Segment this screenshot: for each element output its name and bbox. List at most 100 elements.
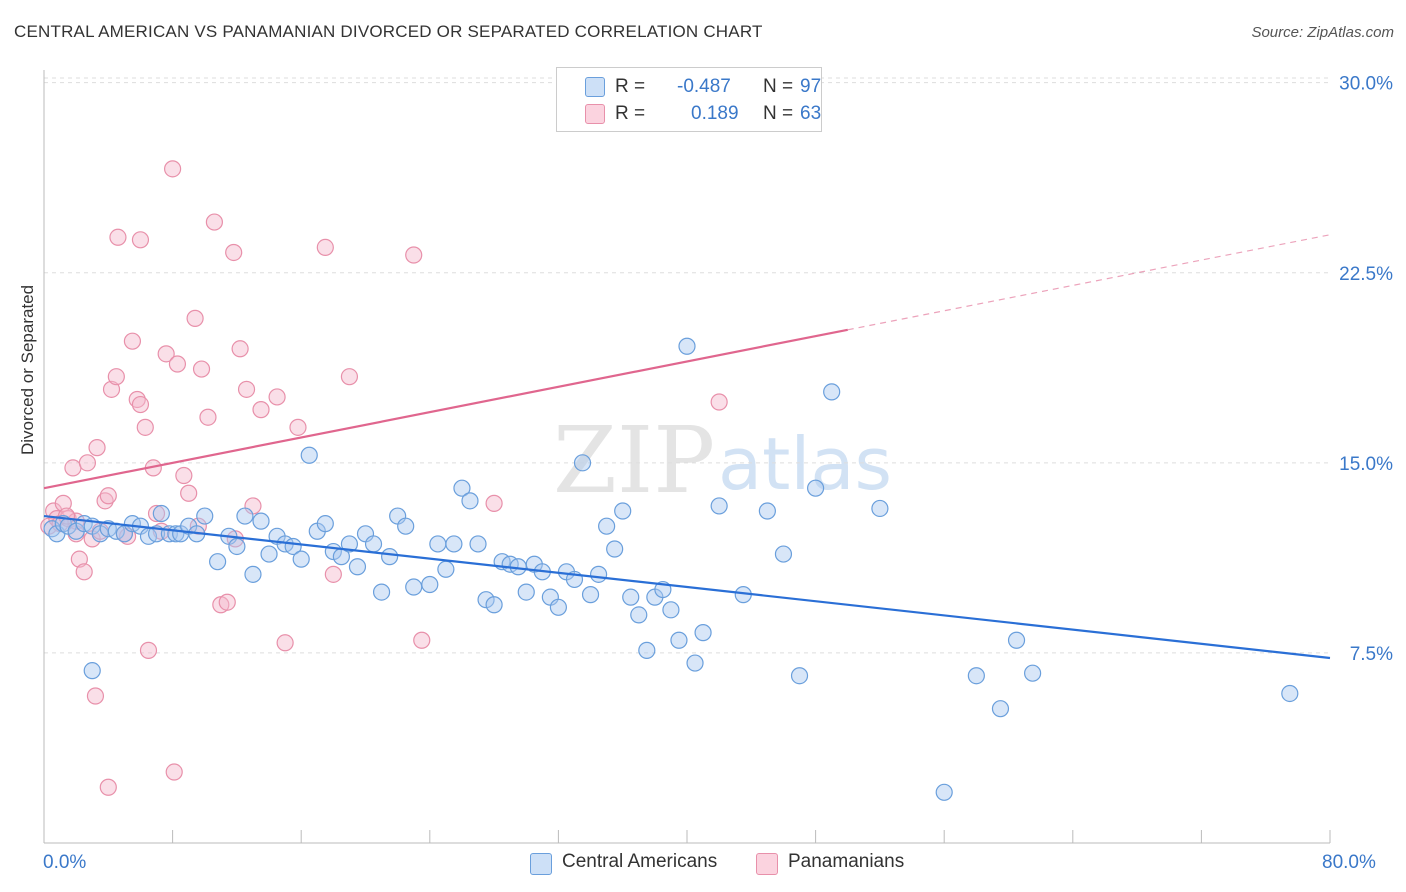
pink-point	[99, 778, 117, 796]
blue-point	[437, 560, 455, 578]
pink-point	[218, 593, 236, 611]
pink-point	[164, 160, 182, 178]
pink-point	[147, 504, 166, 523]
legend-n-label: N =	[763, 103, 794, 124]
bottom-legend-swatch-blue	[530, 853, 552, 875]
blue-point	[758, 502, 776, 520]
pink-point	[231, 340, 249, 358]
pink-point	[64, 459, 82, 477]
y-tick-label: 22.5%	[1339, 264, 1393, 285]
blue-point	[630, 606, 648, 624]
pink-point	[180, 484, 198, 502]
blue-point	[549, 598, 568, 616]
pink-point	[192, 360, 211, 378]
blue-point	[606, 540, 624, 558]
blue-point	[670, 631, 688, 649]
pink-point	[268, 388, 286, 406]
blue-point	[871, 499, 889, 518]
pink-point	[175, 466, 193, 485]
legend-n-value: 97	[800, 76, 822, 97]
pink-point	[75, 563, 93, 581]
chart-title: CENTRAL AMERICAN VS PANAMANIAN DIVORCED …	[14, 22, 763, 41]
trend-line-pink	[43, 328, 848, 490]
legend-swatch-blue	[585, 77, 605, 97]
pink-point	[78, 454, 97, 472]
pink-point	[131, 395, 150, 414]
blue-point	[790, 667, 809, 685]
blue-point	[228, 537, 246, 556]
blue-point	[694, 624, 712, 642]
pink-point	[289, 418, 307, 436]
blue-point	[614, 502, 632, 520]
legend-swatch-pink	[585, 104, 605, 124]
blue-point	[83, 662, 101, 680]
x-tick-label-max: 80.0%	[1322, 852, 1376, 873]
pink-point	[88, 439, 106, 457]
x-tick-label-min: 0.0%	[43, 852, 87, 873]
pink-point	[199, 408, 217, 426]
blue-point	[469, 535, 487, 553]
blue-point	[196, 507, 214, 525]
pink-point	[70, 550, 88, 568]
bottom-legend-swatch-pink	[756, 853, 778, 875]
blue-point	[662, 601, 680, 619]
pink-point	[131, 231, 150, 249]
pink-point	[102, 380, 121, 398]
pink-point	[54, 494, 72, 512]
pink-point	[157, 345, 175, 363]
blue-point	[445, 535, 463, 553]
blue-point	[397, 517, 415, 535]
pink-point	[139, 641, 158, 659]
blue-point	[348, 558, 367, 576]
pink-point	[276, 634, 294, 652]
pink-point	[118, 527, 137, 545]
blue-point	[209, 553, 227, 571]
blue-point	[236, 507, 254, 525]
blue-point	[517, 583, 535, 601]
blue-point	[774, 545, 793, 563]
blue-point	[252, 512, 270, 530]
blue-point	[381, 548, 399, 566]
blue-point	[340, 535, 359, 553]
legend-n-label: N =	[763, 76, 794, 97]
pink-point	[252, 401, 270, 419]
pink-point	[225, 243, 243, 262]
legend-r-value: 0.189	[691, 103, 739, 124]
blue-point	[372, 583, 391, 601]
blue-point	[581, 586, 600, 604]
blue-point	[485, 596, 503, 614]
blue-point	[244, 565, 262, 583]
blue-point	[710, 497, 728, 515]
blue-point	[1007, 631, 1026, 649]
blue-point	[429, 535, 447, 553]
blue-point	[806, 479, 825, 497]
pink-point	[99, 487, 117, 505]
blue-point	[453, 479, 471, 497]
legend-r-label: R =	[615, 103, 646, 124]
pink-point	[109, 228, 127, 246]
pink-point	[205, 213, 223, 231]
bottom-legend-label: Central Americans	[562, 851, 718, 872]
watermark-zip: ZIP	[553, 407, 715, 514]
pink-point	[485, 494, 503, 512]
blue-point	[1024, 664, 1042, 682]
blue-point	[292, 550, 310, 568]
pink-point	[413, 631, 431, 649]
watermark-atlas: atlas	[718, 422, 892, 506]
pink-point	[186, 309, 204, 327]
pink-point	[123, 332, 142, 350]
blue-point	[364, 535, 383, 553]
pink-point	[128, 390, 146, 409]
trend-line-blue	[43, 514, 1331, 660]
blue-point	[260, 545, 278, 563]
blue-point	[935, 783, 953, 801]
pink-point	[96, 492, 114, 510]
blue-point	[300, 446, 318, 464]
trend-line-extension-pink	[847, 234, 1331, 331]
pink-point	[168, 355, 187, 373]
blue-point	[967, 667, 985, 685]
pink-point	[710, 393, 728, 411]
blue-point	[405, 578, 423, 596]
y-tick-label: 7.5%	[1350, 644, 1393, 665]
